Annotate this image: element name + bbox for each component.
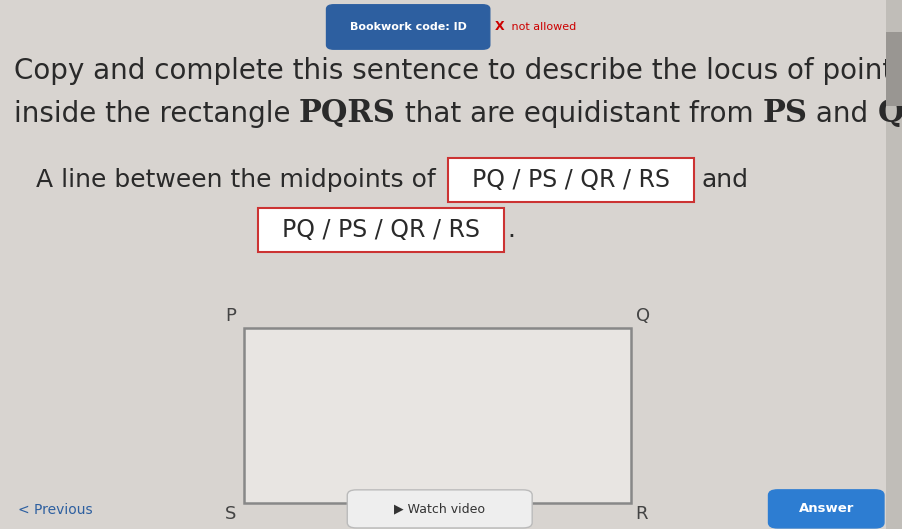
Text: and: and	[702, 168, 749, 192]
Bar	[886, 0, 902, 529]
Text: .: .	[508, 218, 516, 242]
FancyBboxPatch shape	[347, 490, 532, 528]
Text: QR: QR	[878, 98, 902, 129]
Text: PS: PS	[762, 98, 807, 129]
FancyBboxPatch shape	[448, 158, 695, 202]
Text: P: P	[226, 307, 236, 325]
Text: and: and	[807, 100, 878, 127]
Text: not allowed: not allowed	[508, 22, 576, 32]
FancyBboxPatch shape	[769, 490, 884, 528]
Text: that are equidistant from: that are equidistant from	[396, 100, 762, 127]
Text: X: X	[494, 21, 504, 33]
Bar	[886, 32, 902, 106]
Text: Bookwork code: ID: Bookwork code: ID	[350, 22, 467, 32]
Text: inside the rectangle: inside the rectangle	[14, 100, 299, 127]
FancyBboxPatch shape	[327, 5, 490, 49]
Text: S: S	[225, 505, 236, 523]
Text: Q: Q	[636, 307, 649, 325]
Text: A line between the midpoints of: A line between the midpoints of	[36, 168, 452, 192]
Text: PQ / PS / QR / RS: PQ / PS / QR / RS	[282, 218, 480, 242]
FancyBboxPatch shape	[258, 208, 504, 252]
Text: Answer: Answer	[798, 503, 854, 515]
Text: Copy and complete this sentence to describe the locus of points: Copy and complete this sentence to descr…	[14, 58, 902, 85]
Text: PQRS: PQRS	[299, 98, 396, 129]
Text: < Previous: < Previous	[18, 504, 93, 517]
Text: PQ / PS / QR / RS: PQ / PS / QR / RS	[473, 168, 670, 192]
Text: R: R	[636, 505, 649, 523]
Text: ▶ Watch video: ▶ Watch video	[394, 503, 484, 515]
Bar	[244, 328, 631, 503]
